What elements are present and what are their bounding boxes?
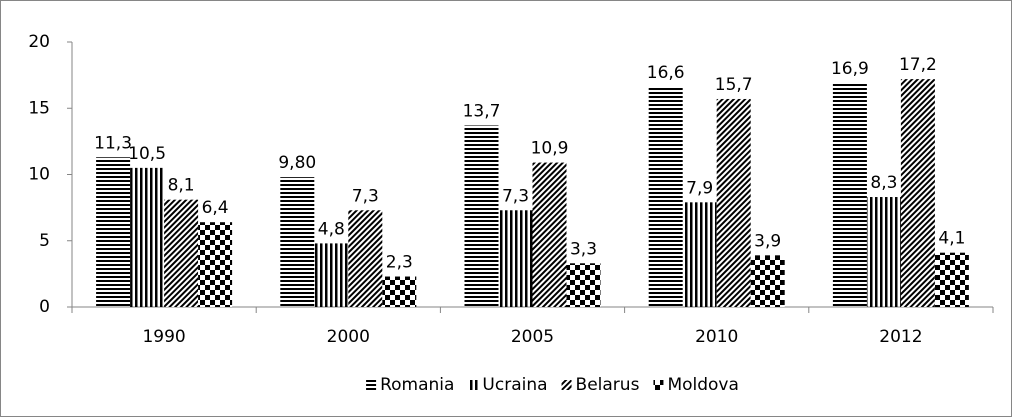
data-label: 3,9 [754, 231, 781, 251]
data-label: 10,5 [128, 144, 166, 164]
data-label: 17,2 [899, 55, 937, 75]
legend-swatch [653, 380, 664, 390]
bar [566, 263, 601, 307]
x-tick-label: 2010 [695, 327, 738, 347]
data-label: 4,1 [938, 229, 965, 249]
data-label: 15,7 [715, 75, 753, 95]
data-label: 4,8 [318, 219, 345, 239]
bar [314, 243, 349, 307]
y-tick-label: 0 [39, 297, 50, 317]
x-tick-label: 2000 [327, 327, 370, 347]
bar [198, 222, 233, 307]
y-tick-label: 10 [28, 165, 50, 185]
bar [382, 276, 417, 307]
y-tick-label: 5 [39, 231, 50, 251]
data-label: 9,80 [278, 153, 316, 173]
data-label: 3,3 [570, 239, 597, 259]
legend-label: Belarus [576, 375, 640, 395]
bar [750, 255, 785, 307]
legend-swatch [561, 380, 572, 390]
data-label: 2,3 [386, 253, 413, 273]
bar [648, 87, 683, 307]
legend-label: Moldova [667, 375, 738, 395]
bar [866, 197, 901, 307]
bar [130, 167, 165, 307]
data-label: 8,3 [870, 173, 897, 193]
y-tick-label: 20 [28, 32, 50, 52]
y-tick-label: 15 [28, 98, 50, 118]
legend-swatch [468, 380, 479, 390]
data-label: 7,3 [502, 186, 529, 206]
bar [532, 162, 567, 307]
data-label: 6,4 [202, 198, 229, 218]
legend-swatch [366, 380, 377, 390]
bar [682, 202, 717, 307]
bar [280, 177, 315, 307]
bar [464, 125, 499, 307]
bar [832, 83, 867, 307]
data-label: 13,7 [463, 101, 501, 121]
data-label: 16,6 [647, 63, 685, 83]
data-label: 7,3 [352, 186, 379, 206]
legend-label: Romania [380, 375, 454, 395]
data-label: 11,3 [94, 133, 132, 153]
data-label: 10,9 [531, 139, 569, 159]
x-tick-label: 2012 [879, 327, 922, 347]
x-tick-label: 2005 [511, 327, 554, 347]
bar [498, 210, 533, 307]
bar [900, 79, 935, 307]
data-label: 16,9 [831, 59, 869, 79]
bar [716, 98, 751, 307]
bar [348, 210, 383, 307]
x-tick-label: 1990 [142, 327, 185, 347]
bar [96, 157, 131, 307]
bar [934, 252, 969, 307]
bar [164, 199, 199, 307]
legend-label: Ucraina [482, 375, 547, 395]
data-label: 7,9 [686, 178, 713, 198]
data-label: 8,1 [168, 176, 195, 196]
